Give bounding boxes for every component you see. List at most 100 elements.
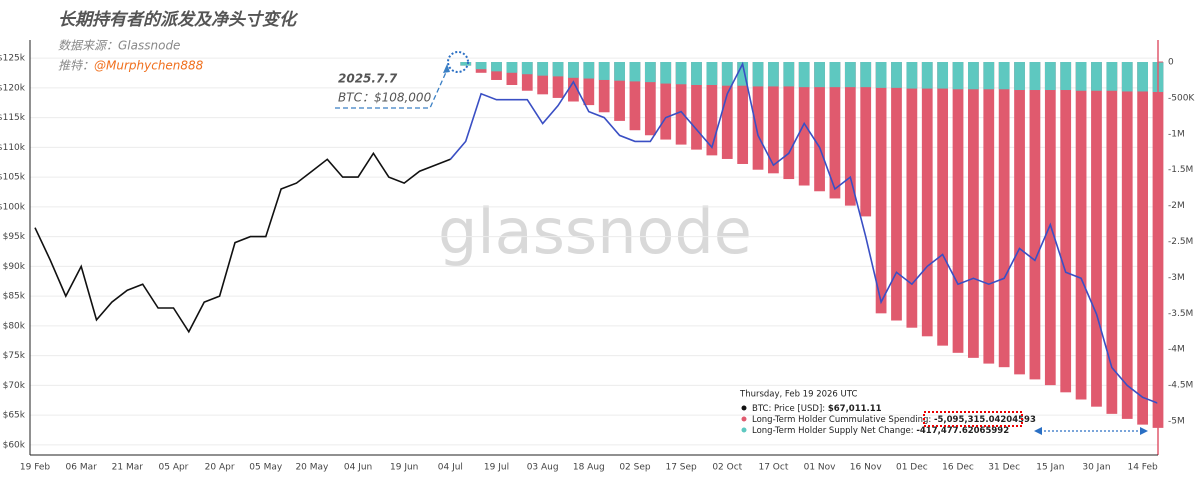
bar: [844, 62, 856, 88]
bar: [829, 62, 841, 199]
y-tick-label: $80k: [3, 321, 26, 331]
x-tick-label: 04 Jul: [438, 463, 463, 473]
y-tick-label: $115k: [0, 113, 26, 123]
x-tick-label: 30 Jan: [1082, 463, 1110, 473]
bar: [952, 62, 964, 90]
x-tick-label: 18 Aug: [573, 463, 605, 473]
bar: [1091, 62, 1102, 91]
y2-tick-label: -500K: [1168, 93, 1195, 103]
bar: [844, 62, 856, 206]
watermark: glassnode: [438, 195, 752, 268]
bar: [521, 62, 533, 75]
tooltip-value: $67,011.11: [828, 404, 882, 414]
annotation-price: BTC：$108,000: [338, 91, 432, 105]
y-tick-label: $85k: [3, 292, 26, 302]
bar: [998, 62, 1010, 368]
twitter-handle: @Murphychen888: [94, 59, 204, 73]
bar: [552, 62, 564, 98]
bar: [614, 62, 625, 81]
y2-tick-label: -4M: [1168, 345, 1185, 355]
bar: [875, 62, 887, 314]
y-tick-label: $90k: [3, 262, 26, 272]
x-tick-label: 17 Sep: [665, 463, 697, 473]
bar: [1060, 62, 1072, 91]
bar: [537, 62, 549, 95]
bar: [491, 62, 502, 72]
bar: [721, 62, 733, 159]
bar: [552, 62, 564, 77]
bar: [1029, 62, 1041, 380]
bar: [860, 62, 872, 88]
tooltip-name: BTC: Price [USD]:: [752, 404, 825, 414]
bar: [891, 62, 902, 88]
x-tick-label: 15 Jan: [1036, 463, 1064, 473]
x-tick-label: 05 May: [249, 463, 283, 473]
bar: [568, 62, 579, 78]
chart-title: 长期持有者的派发及净头寸变化: [58, 10, 299, 30]
bar: [814, 62, 825, 192]
bar: [783, 62, 795, 87]
bar: [737, 62, 749, 86]
bar: [1106, 62, 1118, 91]
bar: [1014, 62, 1025, 91]
x-tick-label: 31 Dec: [988, 463, 1020, 473]
bar: [691, 62, 702, 150]
tooltip-row: Long-Term Holder Cummulative Spending: -…: [752, 415, 1036, 425]
x-tick-label: 05 Apr: [159, 463, 189, 473]
highlight-circle: [447, 51, 469, 73]
bar: [1121, 62, 1133, 419]
bar: [1121, 62, 1133, 92]
bar: [583, 62, 595, 79]
tooltip: Thursday, Feb 19 2026 UTC BTC: Price [US…: [739, 390, 1036, 436]
tooltip-name: Long-Term Holder Supply Net Change:: [752, 426, 914, 436]
tooltip-row: BTC: Price [USD]: $67,011.11: [752, 404, 882, 414]
tooltip-value: -417,477.62065992: [916, 426, 1009, 436]
x-tick-label: 16 Nov: [850, 463, 883, 473]
price-line: [34, 151, 451, 334]
y2-tick-label: -1.5M: [1168, 165, 1193, 175]
price-line: [449, 61, 1159, 404]
bar: [675, 62, 687, 145]
x-tick-label: 16 Dec: [942, 463, 974, 473]
bar: [644, 62, 656, 136]
bar: [937, 62, 949, 89]
x-tick-label: 03 Aug: [527, 463, 559, 473]
x-tick-label: 06 Mar: [66, 463, 98, 473]
bar: [598, 62, 610, 80]
tooltip-value: -5,095,315.04204593: [934, 415, 1036, 425]
highlight-box: [923, 411, 1023, 427]
bar: [583, 62, 595, 106]
y2-tick-label: -3M: [1168, 273, 1185, 283]
y-tick-label: $110k: [0, 143, 26, 153]
x-tick-label: 01 Nov: [804, 463, 837, 473]
y-tick-label: $95k: [3, 232, 26, 242]
x-tick-label: 02 Oct: [712, 463, 742, 473]
tooltip-date: Thursday, Feb 19 2026 UTC: [739, 390, 857, 400]
x-tick-label: 02 Sep: [619, 463, 651, 473]
bar: [752, 62, 764, 170]
arrow-head: [1034, 427, 1042, 435]
bar: [706, 62, 718, 156]
bar: [1075, 62, 1087, 91]
bar: [506, 62, 518, 73]
arrow-head: [1140, 427, 1148, 435]
x-tick-label: 21 Mar: [112, 463, 144, 473]
bar: [768, 62, 779, 174]
bar: [1060, 62, 1072, 393]
x-tick-label: 14 Feb: [1127, 463, 1158, 473]
bar: [968, 62, 979, 358]
tooltip-row: Long-Term Holder Supply Net Change: -417…: [752, 426, 1009, 436]
bar: [829, 62, 841, 88]
y-tick-label: $75k: [3, 351, 26, 361]
bar: [906, 62, 918, 328]
y-tick-label: $65k: [3, 411, 26, 421]
y2-tick-label: -3.5M: [1168, 309, 1193, 319]
bar: [721, 62, 733, 86]
bar: [783, 62, 795, 180]
annotation-arrow: [335, 69, 448, 109]
bar: [983, 62, 995, 364]
bar: [906, 62, 918, 89]
bar: [660, 62, 672, 140]
y2-tick-label: -1M: [1168, 129, 1185, 139]
bar: [1044, 62, 1056, 91]
